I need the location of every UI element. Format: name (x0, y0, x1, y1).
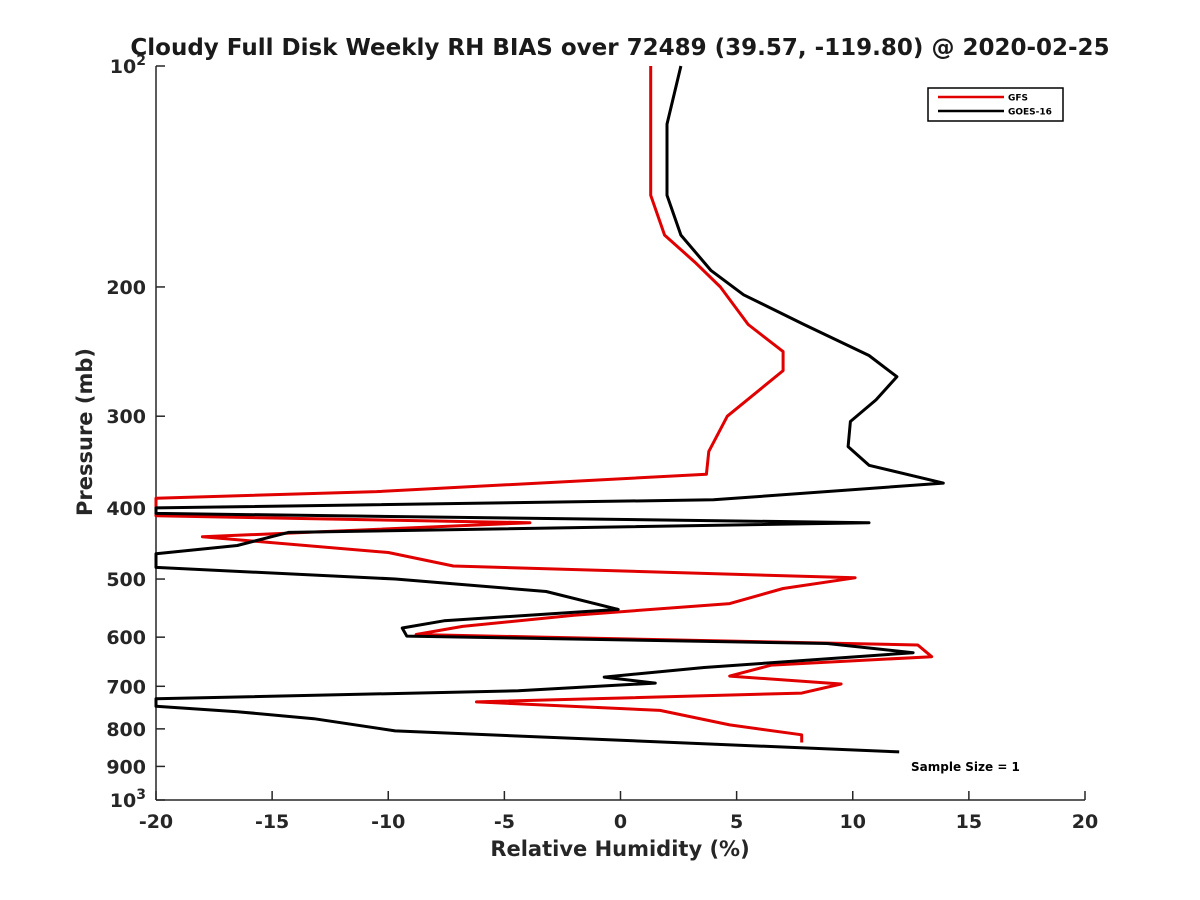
series-line-goes-16 (154, 65, 945, 754)
x-axis-label: Relative Humidity (%) (490, 837, 749, 861)
series-line-gfs (154, 66, 934, 743)
sample-size-note: Sample Size = 1 (911, 760, 1020, 774)
y-tick-label: 500 (106, 569, 146, 591)
x-tick-label: -10 (371, 811, 405, 833)
y-tick-label: 600 (106, 627, 146, 649)
y-tick-label: 700 (106, 676, 146, 698)
x-tick-label: -20 (139, 811, 173, 833)
y-tick-label: 300 (106, 406, 146, 428)
x-tick-label: 20 (1072, 811, 1098, 833)
x-tick-label: -5 (494, 811, 515, 833)
y-axis-label: Pressure (mb) (73, 348, 97, 516)
series-layer (154, 65, 945, 754)
y-tick-label: 800 (106, 719, 146, 741)
x-tick-label: 15 (956, 811, 982, 833)
plot-area (155, 66, 1085, 801)
x-tick-label: 10 (840, 811, 866, 833)
legend-label: GFS (1008, 94, 1028, 104)
legend: GFS GOES-16 (927, 87, 1064, 122)
y-tick-label: 900 (106, 756, 146, 778)
x-axis: -20 -15 -10 -5 0 5 10 15 20 (139, 791, 1098, 833)
y-tick-label: 200 (106, 277, 146, 299)
x-tick-label: -15 (255, 811, 289, 833)
y-tick-label: 103 (110, 787, 146, 812)
legend-label: GOES-16 (1008, 108, 1052, 118)
y-axis: 102 200 300 400 500 600 700 800 900 103 (106, 53, 165, 812)
y-tick-label: 102 (110, 53, 146, 78)
y-tick-label: 400 (106, 498, 146, 520)
legend-box (927, 87, 1064, 122)
x-tick-label: 5 (730, 811, 743, 833)
x-tick-label: 0 (614, 811, 627, 833)
chart-title: Cloudy Full Disk Weekly RH BIAS over 724… (130, 35, 1109, 61)
